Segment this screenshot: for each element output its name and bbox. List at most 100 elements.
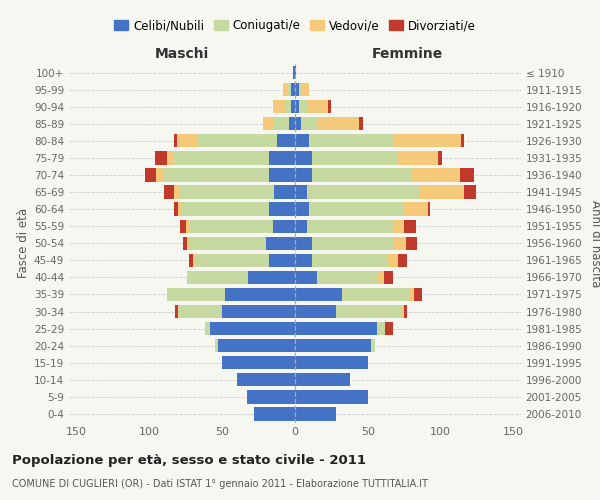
Bar: [190, 236, 266, 250]
Bar: [359, 117, 364, 130]
Bar: [193, 254, 196, 267]
Bar: [299, 83, 302, 96]
Bar: [269, 254, 295, 267]
Bar: [295, 168, 313, 181]
Bar: [460, 168, 474, 181]
Bar: [248, 270, 295, 284]
Bar: [290, 83, 295, 96]
Bar: [318, 117, 359, 130]
Bar: [295, 117, 301, 130]
Bar: [317, 270, 378, 284]
Bar: [336, 305, 401, 318]
Bar: [295, 100, 299, 114]
Y-axis label: Anni di nascita: Anni di nascita: [589, 200, 600, 287]
Bar: [313, 254, 388, 267]
Bar: [295, 202, 310, 216]
Bar: [178, 305, 222, 318]
Bar: [394, 220, 404, 233]
Bar: [284, 100, 290, 114]
Bar: [464, 186, 476, 198]
Bar: [295, 356, 368, 370]
Bar: [299, 100, 308, 114]
Bar: [404, 305, 407, 318]
Bar: [307, 220, 394, 233]
Bar: [273, 220, 295, 233]
Bar: [167, 151, 174, 164]
Bar: [302, 83, 310, 96]
Bar: [420, 186, 464, 198]
Bar: [188, 220, 273, 233]
Bar: [310, 134, 394, 147]
Bar: [269, 202, 295, 216]
Bar: [187, 236, 190, 250]
Bar: [412, 168, 460, 181]
Bar: [385, 322, 392, 336]
Bar: [274, 117, 289, 130]
Bar: [328, 100, 331, 114]
Bar: [175, 305, 178, 318]
Bar: [404, 220, 416, 233]
Bar: [215, 339, 218, 352]
Bar: [177, 134, 197, 147]
Bar: [181, 202, 269, 216]
Bar: [301, 117, 318, 130]
Bar: [341, 288, 409, 301]
Bar: [180, 186, 274, 198]
Bar: [313, 151, 397, 164]
Bar: [197, 134, 277, 147]
Bar: [295, 305, 336, 318]
Bar: [404, 202, 428, 216]
Bar: [263, 117, 274, 130]
Bar: [295, 186, 307, 198]
Bar: [164, 168, 269, 181]
Bar: [295, 339, 371, 352]
Bar: [406, 236, 418, 250]
Bar: [274, 186, 295, 198]
Bar: [222, 356, 295, 370]
Bar: [371, 339, 375, 352]
Bar: [295, 373, 350, 386]
Bar: [247, 390, 295, 404]
Bar: [310, 202, 404, 216]
Bar: [313, 236, 392, 250]
Bar: [415, 288, 422, 301]
Bar: [182, 236, 187, 250]
Bar: [174, 151, 269, 164]
Bar: [236, 373, 295, 386]
Text: Femmine: Femmine: [372, 48, 443, 62]
Bar: [211, 322, 295, 336]
Bar: [178, 202, 181, 216]
Legend: Celibi/Nubili, Coniugati/e, Vedovi/e, Divorziati/e: Celibi/Nubili, Coniugati/e, Vedovi/e, Di…: [110, 14, 480, 37]
Bar: [313, 168, 412, 181]
Text: Popolazione per età, sesso e stato civile - 2011: Popolazione per età, sesso e stato civil…: [12, 454, 366, 467]
Bar: [295, 390, 368, 404]
Bar: [218, 339, 295, 352]
Bar: [308, 100, 328, 114]
Bar: [409, 288, 415, 301]
Bar: [273, 100, 284, 114]
Bar: [295, 288, 341, 301]
Bar: [266, 236, 295, 250]
Bar: [205, 322, 211, 336]
Bar: [394, 134, 461, 147]
Bar: [293, 66, 295, 79]
Bar: [289, 117, 295, 130]
Bar: [157, 168, 164, 181]
Bar: [295, 254, 313, 267]
Bar: [269, 151, 295, 164]
Bar: [174, 186, 180, 198]
Bar: [187, 270, 248, 284]
Bar: [174, 134, 177, 147]
Bar: [392, 236, 406, 250]
Bar: [384, 270, 392, 284]
Bar: [290, 100, 295, 114]
Bar: [295, 322, 377, 336]
Bar: [269, 168, 295, 181]
Bar: [188, 254, 193, 267]
Bar: [295, 151, 313, 164]
Bar: [295, 66, 296, 79]
Bar: [225, 288, 295, 301]
Bar: [401, 305, 404, 318]
Bar: [277, 134, 295, 147]
Bar: [295, 83, 299, 96]
